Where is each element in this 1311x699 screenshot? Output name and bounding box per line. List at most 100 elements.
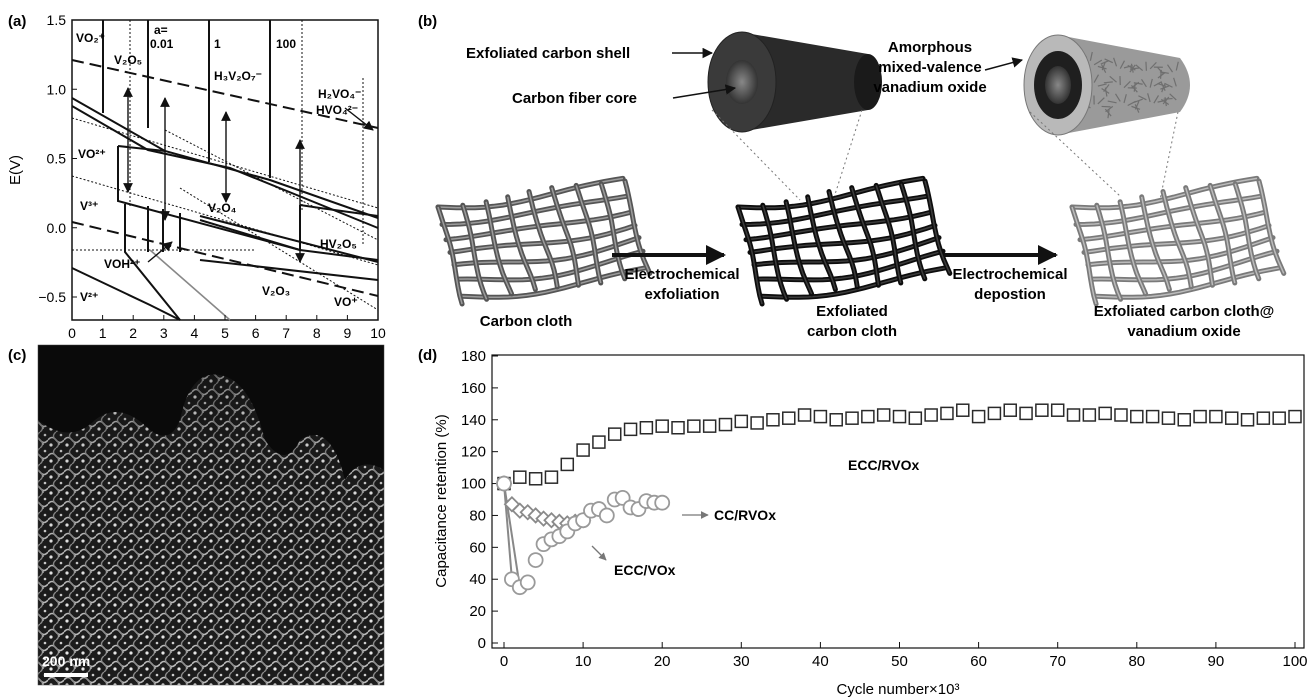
panel-a-xtick-label: 9 <box>344 325 352 341</box>
label-amorphous-3: vanadium oxide <box>873 79 986 96</box>
cloth-warp-highlight <box>600 183 626 280</box>
cloth-warp-highlight <box>485 201 513 295</box>
data-point <box>956 403 970 417</box>
data-point <box>1177 413 1192 427</box>
nanorod <box>1175 61 1179 71</box>
nanorod <box>1159 69 1162 79</box>
data-point <box>1130 409 1144 424</box>
cc-rvox-drop-line <box>503 483 521 588</box>
data-point <box>1256 411 1271 425</box>
panel-a-xtick-label: 2 <box>129 325 137 341</box>
nanorod <box>1164 82 1173 88</box>
label-electrochem-dep-1: Electrochemical <box>952 266 1067 283</box>
nanorod <box>1107 100 1117 104</box>
cloth-warp-highlight <box>785 201 813 295</box>
callout-arrows <box>672 47 1024 99</box>
data-point <box>782 411 796 425</box>
data-point <box>639 421 654 435</box>
label-h2vo4: H₂VO₄⁻ <box>318 87 361 101</box>
nanorod <box>1093 74 1100 83</box>
cloth-warp-highlight <box>1258 180 1285 274</box>
data-point <box>687 419 701 433</box>
nanorod <box>1157 71 1166 79</box>
chart-ytick-label: 80 <box>469 507 486 524</box>
cloth-weft-highlight <box>457 250 644 281</box>
panel-a-ytick-label: 1.0 <box>47 81 67 97</box>
panel-a-xtick-label: 6 <box>252 325 260 341</box>
cloth-weft-highlight <box>1091 250 1278 281</box>
cloth-warp-highlight <box>437 206 463 305</box>
nanorod <box>1133 82 1143 85</box>
chart-xtick-label: 80 <box>1128 653 1145 670</box>
annotation-arrow-ecc-vox <box>591 545 607 561</box>
nanorod <box>1089 51 1093 61</box>
panel-b: (b) <box>418 13 1287 340</box>
nanorod <box>1113 57 1118 67</box>
cloth-warp-highlight <box>762 204 788 300</box>
chart-xtick-label: 100 <box>1282 653 1307 670</box>
cloth-weft-highlight <box>1087 236 1274 266</box>
data-point <box>528 472 543 486</box>
chart-ytick-label: 60 <box>469 539 486 556</box>
label-a-equals: a= <box>154 23 168 37</box>
nanorod <box>1100 59 1110 65</box>
nanorod <box>1140 78 1147 88</box>
cloth-weft-highlight <box>757 250 944 281</box>
data-point <box>527 552 544 568</box>
cloth-weft-highlight <box>461 266 648 299</box>
nanorod <box>1123 94 1127 104</box>
panel-c: (c) 200 nm <box>8 344 385 686</box>
data-point <box>734 414 749 429</box>
nanorod <box>1157 99 1167 103</box>
label-v2plus: V²⁺ <box>80 290 98 304</box>
data-point <box>1114 408 1128 422</box>
nanorod <box>1135 64 1144 72</box>
data-point <box>829 413 843 427</box>
label-final-2: vanadium oxide <box>1127 323 1240 340</box>
annotation-cc-rvox: CC/RVOx <box>714 507 776 523</box>
label-amorphous-1: Amorphous <box>888 39 972 56</box>
nanorod <box>1105 105 1114 113</box>
chart-ytick-label: 120 <box>461 444 486 461</box>
data-point <box>1288 409 1302 424</box>
series-ecc-rvox <box>497 403 1302 491</box>
cloth-warp-highlight <box>875 185 902 284</box>
panel-a-ylabel: E(V) <box>7 155 24 185</box>
nanorod <box>1159 71 1169 74</box>
solid-boundaries <box>71 20 379 321</box>
chart-xtick-label: 90 <box>1208 653 1225 670</box>
vanadium-oxide-coated-fiber <box>1023 34 1190 136</box>
chart-ytick-label: 160 <box>461 380 486 397</box>
label-electrochem-exfol-2: exfoliation <box>644 286 719 303</box>
data-point <box>1161 411 1176 425</box>
concentration-labels: a= 0.01 1 100 <box>150 23 296 51</box>
data-point <box>560 457 575 472</box>
nanorod <box>1129 67 1140 70</box>
chart-xtick-label: 0 <box>500 653 508 670</box>
nanorod <box>1123 80 1131 89</box>
panel-a-xtick-label: 7 <box>282 325 290 341</box>
label-conc-001: 0.01 <box>150 37 174 51</box>
label-electrochem-exfol-1: Electrochemical <box>624 266 739 283</box>
nanorod <box>1123 64 1133 69</box>
data-point <box>971 409 986 424</box>
chart-xtick-label: 40 <box>812 653 829 670</box>
nanorod <box>1104 58 1114 64</box>
label-exfol-cloth-2: carbon cloth <box>807 323 897 340</box>
chart-xtick-label: 50 <box>891 653 908 670</box>
panel-b-text: Exfoliated carbon shell Carbon fiber cor… <box>466 39 1274 340</box>
label-h3v2o7: H₃V₂O₇⁻ <box>214 69 262 83</box>
nanorod <box>1134 104 1140 113</box>
cloth-warp-highlight <box>1209 185 1236 284</box>
cloth-warp-highlight <box>624 180 651 274</box>
chart-ytick-label: 180 <box>461 348 486 365</box>
nanorod <box>1103 81 1113 84</box>
label-conc-1: 1 <box>214 37 221 51</box>
chart-ytick-label: 140 <box>461 412 486 429</box>
nanorod <box>1097 83 1107 87</box>
panel-c-label: (c) <box>8 347 26 364</box>
nanorod <box>1149 61 1157 70</box>
label-voplus: VO⁺ <box>334 295 358 309</box>
data-point <box>519 574 536 591</box>
